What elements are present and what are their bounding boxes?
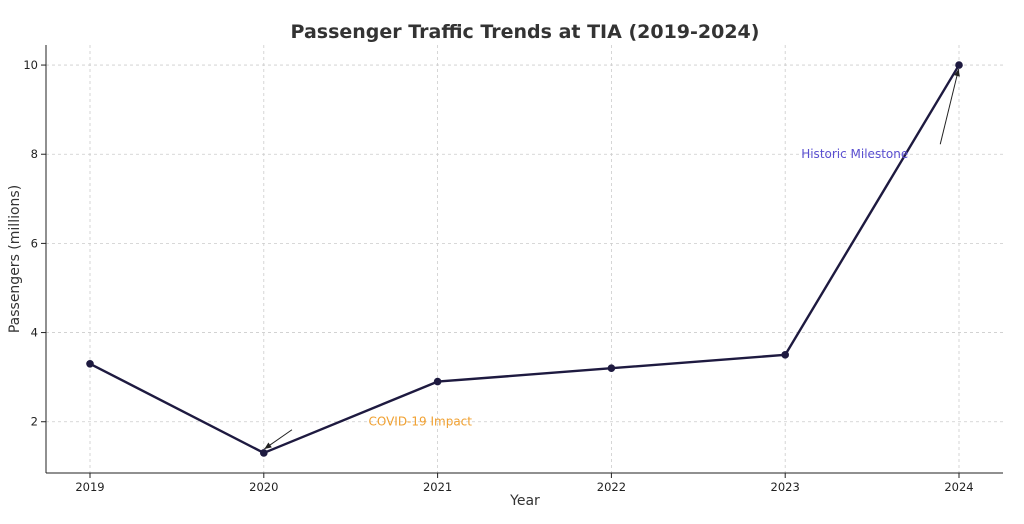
annotations: COVID-19 Impact Historic Milestone	[264, 68, 960, 450]
series-line	[89, 64, 961, 455]
x-tick-label: 2023	[771, 480, 800, 494]
axes: 2019 2020 2021 2022 2023 2024 2 4 6 8 10	[23, 45, 1003, 494]
chart-title: Passenger Traffic Trends at TIA (2019-20…	[291, 21, 760, 43]
data-point	[86, 359, 94, 368]
y-tick-label: 10	[23, 58, 38, 72]
data-point	[260, 449, 268, 457]
x-tick-label: 2020	[249, 480, 278, 494]
annotation-arrow	[939, 68, 960, 145]
x-tick-label: 2024	[944, 480, 973, 494]
milestone-annotation: Historic Milestone	[801, 147, 908, 161]
y-tick-label: 2	[31, 415, 38, 429]
x-tick-label: 2021	[423, 480, 452, 494]
data-point	[781, 351, 789, 359]
data-point	[607, 364, 616, 373]
y-tick-label: 6	[31, 236, 38, 250]
y-tick-label: 8	[31, 147, 38, 161]
data-point	[955, 61, 963, 69]
covid-annotation: COVID-19 Impact	[368, 415, 472, 429]
y-axis-label: Passengers (millions)	[7, 185, 23, 333]
gridlines	[46, 45, 1003, 473]
x-tick-label: 2022	[597, 480, 626, 494]
x-axis-label: Year	[509, 493, 540, 509]
x-tick-label: 2019	[75, 480, 104, 494]
series	[86, 61, 963, 457]
data-point	[433, 377, 442, 386]
annotation-arrowhead	[954, 69, 960, 77]
y-tick-label: 4	[31, 326, 38, 340]
annotation-arrowhead	[264, 442, 272, 449]
